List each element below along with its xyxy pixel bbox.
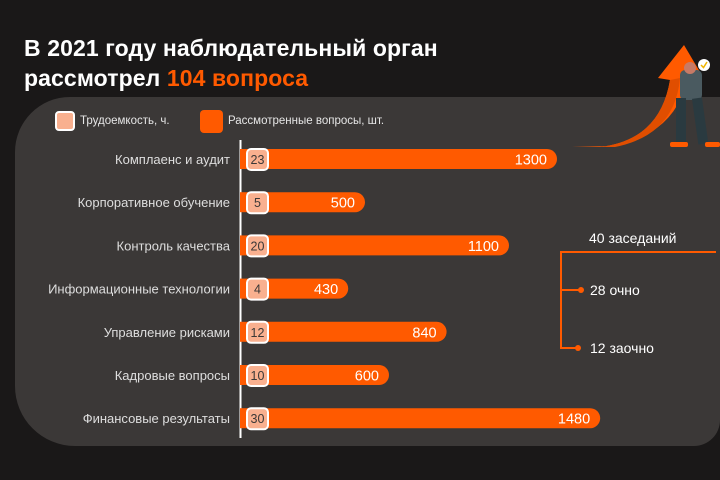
bar-questions: [245, 408, 601, 429]
legend-label: Рассмотренные вопросы, шт.: [228, 115, 385, 127]
value-label-labor: 12: [251, 326, 265, 340]
category-label: Информационные технологии: [48, 282, 230, 297]
title-highlight: 104 вопроса: [166, 65, 309, 91]
meetings-in-person: 28 очно: [590, 282, 640, 298]
value-label-questions: 1480: [558, 412, 590, 428]
bar-questions: [245, 235, 509, 256]
title-line-1: В 2021 году наблюдательный орган: [24, 35, 438, 61]
badge-labor: [246, 407, 269, 431]
badge-labor: [246, 320, 269, 344]
value-label-questions: 600: [355, 369, 379, 385]
category-label: Управление рисками: [104, 325, 230, 340]
legend-swatch-peach: [55, 111, 75, 131]
legend-item-labor: Трудоемкость, ч.: [55, 109, 170, 133]
legend-swatch-orange: [200, 109, 223, 133]
badge-labor: [246, 364, 269, 387]
bar-questions: [245, 192, 365, 213]
page-title: В 2021 году наблюдательный орган рассмот…: [24, 33, 438, 93]
title-prefix: рассмотрел: [24, 65, 167, 91]
badge-labor: [246, 148, 269, 171]
value-label-labor: 30: [251, 412, 265, 426]
legend-label: Трудоемкость, ч.: [80, 115, 170, 127]
value-label-questions: 430: [314, 282, 338, 298]
category-label: Кадровые вопросы: [115, 368, 230, 383]
meetings-total: 40 заседаний: [589, 230, 677, 246]
badge-labor: [246, 277, 269, 301]
value-label-labor: 5: [254, 196, 261, 210]
growth-illustration: [572, 45, 720, 147]
title-line-2: рассмотрел 104 вопроса: [24, 63, 438, 93]
meetings-remote: 12 заочно: [590, 340, 654, 356]
legend-item-questions: Рассмотренные вопросы, шт.: [200, 109, 384, 133]
value-label-labor: 23: [251, 153, 265, 167]
category-label: Корпоративное обучение: [78, 195, 230, 210]
category-label: Комплаенс и аудит: [115, 152, 230, 167]
category-label: Финансовые результаты: [83, 411, 230, 426]
bar-questions: [245, 149, 557, 169]
value-label-labor: 10: [251, 369, 265, 383]
person-pushing-icon: [670, 62, 720, 147]
bar-questions: [245, 278, 349, 299]
value-label-questions: 1100: [468, 239, 499, 255]
checkmark-icon: [698, 59, 710, 71]
badge-labor: [246, 191, 269, 215]
value-label-questions: 1300: [515, 153, 547, 169]
value-label-labor: 4: [254, 283, 261, 297]
value-label-questions: 840: [412, 325, 436, 341]
value-label-questions: 500: [331, 196, 355, 212]
category-label: Контроль качества: [117, 238, 231, 253]
meetings-bracket: [560, 251, 716, 351]
bar-questions: [245, 321, 447, 342]
badge-labor: [246, 234, 269, 258]
growth-arrow-icon: [572, 45, 700, 147]
value-label-labor: 20: [251, 239, 265, 253]
bar-questions: [245, 365, 389, 385]
